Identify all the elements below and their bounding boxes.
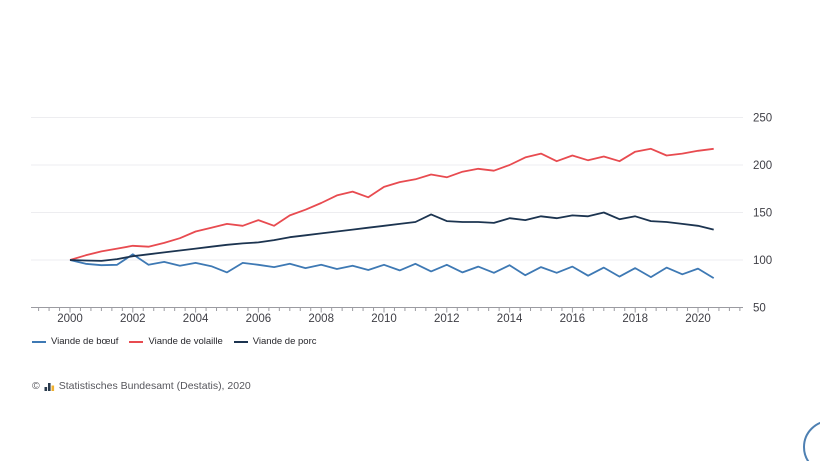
pork-line-swatch xyxy=(233,340,248,343)
x-axis-label: 2008 xyxy=(308,313,334,325)
x-axis-label: 2002 xyxy=(120,313,146,325)
x-axis-label: 2016 xyxy=(560,313,586,325)
y-axis-label: 200 xyxy=(753,160,772,172)
x-axis-label: 2014 xyxy=(497,313,523,325)
pork-line xyxy=(69,211,714,262)
x-axis-label: 2020 xyxy=(685,313,711,325)
chart-legend: Viande de bœuf Viande de volaille Viande… xyxy=(32,336,317,347)
x-axis-label: 2000 xyxy=(57,313,83,325)
copyright-symbol: © xyxy=(32,380,40,392)
x-axis-label: 2004 xyxy=(183,313,209,325)
y-axis-label: 250 xyxy=(753,113,772,125)
poultry-line xyxy=(69,147,714,261)
y-axis-label: 150 xyxy=(753,208,772,220)
poultry-line-swatch xyxy=(129,340,144,343)
beef-line xyxy=(69,253,715,279)
x-axis-label: 2018 xyxy=(622,313,648,325)
y-axis-label: 50 xyxy=(753,303,766,315)
source-text: Statistisches Bundesamt (Destatis), 2020 xyxy=(58,380,251,392)
legend-label-beef: Viande de bœuf xyxy=(51,336,119,347)
source-attribution: © Statistisches Bundesamt (Destatis), 20… xyxy=(32,380,251,392)
legend-label-poultry: Viande de volaille xyxy=(148,336,223,347)
legend-item-pork[interactable]: Viande de porc xyxy=(233,336,317,347)
legend-item-poultry[interactable]: Viande de volaille xyxy=(129,336,223,347)
x-axis-label: 2010 xyxy=(371,313,397,325)
x-axis-label: 2006 xyxy=(246,313,272,325)
legend-item-beef[interactable]: Viande de bœuf xyxy=(32,336,118,347)
y-axis-label: 100 xyxy=(753,255,772,267)
bar-chart-icon xyxy=(44,382,54,391)
beef-line-swatch xyxy=(32,340,46,343)
legend-label-pork: Viande de porc xyxy=(252,336,317,347)
x-axis-label: 2012 xyxy=(434,313,460,325)
